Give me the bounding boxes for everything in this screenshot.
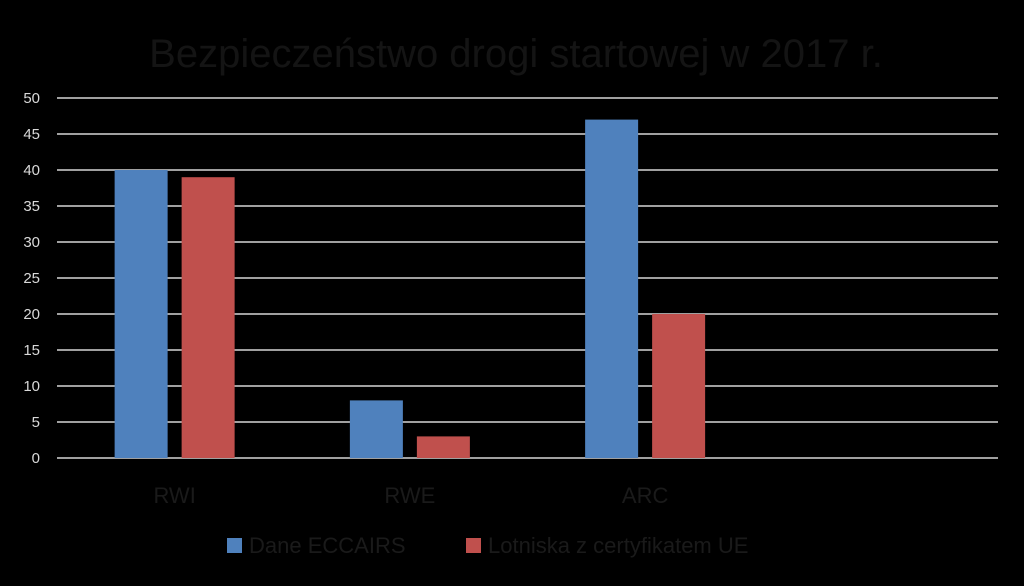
bar-rwi-series-2: [181, 177, 235, 458]
chart-title: Bezpieczeństwo drogi startowej w 2017 r.: [149, 32, 883, 76]
y-axis-ticks: 0 5 10 15 20 25 30 35 40 45 50: [23, 90, 40, 467]
y-tick-label: 35: [23, 198, 40, 215]
legend-swatch: [227, 538, 242, 553]
y-tick-label: 25: [23, 270, 40, 287]
legend: Dane ECCAIRS Lotniska z certyfikatem UE: [227, 533, 748, 558]
x-category-label: RWI: [153, 483, 195, 508]
y-tick-label: 5: [32, 414, 40, 431]
y-tick-label: 30: [23, 234, 40, 251]
legend-label: Dane ECCAIRS: [249, 533, 406, 558]
bar-arc-series-2: [652, 314, 706, 458]
y-tick-label: 45: [23, 126, 40, 143]
y-tick-label: 20: [23, 306, 40, 323]
legend-label: Lotniska z certyfikatem UE: [488, 533, 748, 558]
x-axis-categories: RWI RWE ARC: [153, 483, 668, 508]
bar-arc-series-1: [585, 119, 639, 458]
y-tick-label: 15: [23, 342, 40, 359]
bar-rwe-series-1: [349, 400, 403, 458]
bar-rwi-series-1: [114, 170, 168, 458]
bars: [114, 119, 706, 458]
x-category-label: ARC: [622, 483, 669, 508]
y-tick-label: 50: [23, 90, 40, 107]
bar-rwe-series-2: [416, 436, 470, 458]
y-tick-label: 40: [23, 162, 40, 179]
x-category-label: RWE: [384, 483, 435, 508]
y-tick-label: 0: [32, 450, 40, 467]
y-tick-label: 10: [23, 378, 40, 395]
legend-swatch: [466, 538, 481, 553]
